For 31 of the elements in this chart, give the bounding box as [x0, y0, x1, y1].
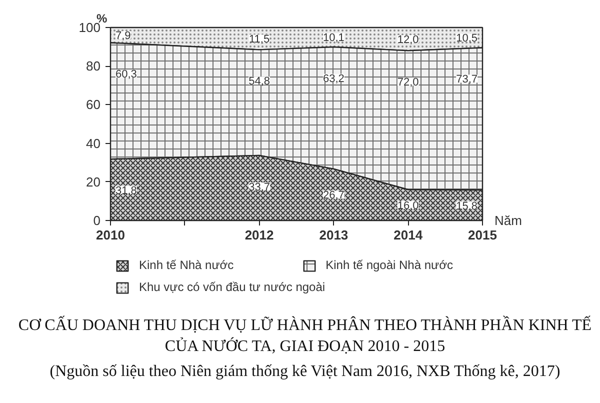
- legend-label: Kinh tế Nhà nước: [139, 258, 234, 272]
- data-label: 16,0: [397, 200, 419, 212]
- text: (Nguồn số liệu theo Niên giám thống kê Việt Nam 2016, NXB Thống kê, 2017): [48, 362, 562, 382]
- x-tick-label: 2014: [394, 228, 424, 242]
- data-label: 54,8: [248, 76, 270, 88]
- y-tick-label: 0: [93, 213, 101, 228]
- y-tick-label: 60: [86, 97, 101, 112]
- data-label: 73,7: [456, 74, 478, 86]
- data-label: 15,8: [456, 200, 478, 212]
- x-tick-label: 2010: [96, 228, 125, 242]
- data-label: 60,3: [116, 68, 137, 81]
- text: CƠ CẤU DOANH THU DỊCH VỤ LỮ HÀNH PHÂN THEO THÀNH PHẦN KINH TẾ CỦA NƯỚC TA, GIAI ĐOẠN 2010 - 2015: [17, 315, 593, 357]
- data-label: 10,1: [322, 32, 344, 44]
- x-tick-label: 2015: [468, 228, 497, 242]
- x-tick-label: 2013: [319, 228, 348, 242]
- data-label: 31,8: [116, 184, 137, 197]
- data-label: 26,7: [322, 190, 344, 202]
- data-label: 33,7: [248, 181, 270, 194]
- legend-label: Khu vực có vốn đầu tư nước ngoài: [139, 280, 326, 294]
- data-label: 12,0: [397, 34, 419, 46]
- x-axis-title: Năm: [494, 213, 522, 228]
- data-label: 7,9: [116, 30, 131, 42]
- y-tick-label: 40: [86, 136, 101, 151]
- legend-label: Kinh tế ngoài Nhà nước: [326, 258, 453, 272]
- y-tick-label: 20: [86, 174, 101, 190]
- data-label: 63,2: [322, 72, 344, 85]
- x-tick-label: 2012: [244, 228, 274, 242]
- y-tick-label: 80: [86, 58, 101, 74]
- data-label: 11,5: [249, 34, 270, 46]
- data-label: 10,5: [456, 32, 478, 45]
- data-label: 72,0: [397, 76, 419, 89]
